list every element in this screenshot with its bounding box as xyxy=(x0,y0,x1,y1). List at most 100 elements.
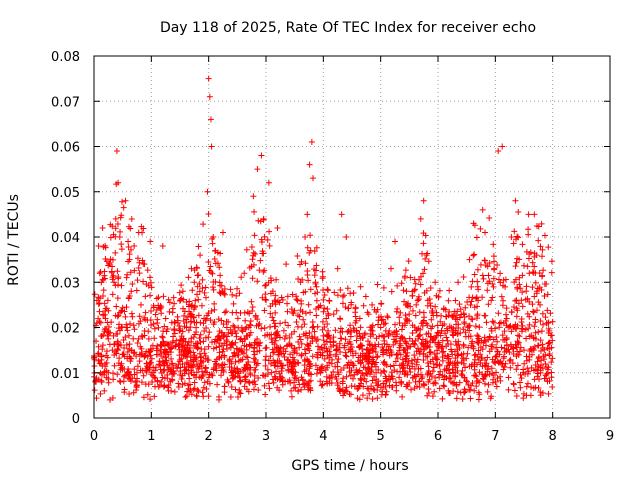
cloud-point xyxy=(147,308,154,315)
data-point xyxy=(224,333,231,340)
cloud-point xyxy=(337,316,344,323)
cloud-point xyxy=(347,322,354,329)
cloud-point xyxy=(103,352,110,359)
cloud-point xyxy=(283,343,290,350)
cloud-point xyxy=(536,376,543,383)
cloud-point xyxy=(127,320,134,327)
cloud-point xyxy=(113,303,120,310)
cloud-point xyxy=(113,350,120,357)
cloud-point xyxy=(420,357,427,364)
cloud-point xyxy=(533,290,540,297)
cloud-point xyxy=(412,312,419,319)
cloud-point xyxy=(159,374,166,381)
cloud-point xyxy=(245,358,252,365)
cloud-point xyxy=(407,274,414,281)
cloud-point xyxy=(247,317,254,324)
cloud-point xyxy=(114,313,121,320)
cloud-point xyxy=(111,362,118,369)
cloud-point xyxy=(341,390,348,397)
cloud-point xyxy=(324,286,331,293)
cloud-point xyxy=(282,319,289,326)
cloud-point xyxy=(320,296,327,303)
cloud-point xyxy=(438,328,445,335)
cloud-point xyxy=(206,267,213,274)
cloud-point xyxy=(409,292,416,299)
cloud-point xyxy=(532,316,539,323)
cloud-point xyxy=(333,376,340,383)
cloud-point xyxy=(229,339,236,346)
data-point xyxy=(428,333,435,340)
cloud-point xyxy=(229,375,236,382)
cloud-point xyxy=(247,342,254,349)
data-point xyxy=(475,297,482,304)
cloud-point xyxy=(333,351,340,358)
cloud-point xyxy=(547,310,554,317)
cloud-point xyxy=(524,263,531,270)
cloud-point xyxy=(524,370,531,377)
cloud-point xyxy=(133,387,140,394)
data-point xyxy=(96,270,103,277)
cloud-point xyxy=(357,360,364,367)
cloud-point xyxy=(457,306,464,313)
cloud-point xyxy=(208,307,215,314)
cloud-point xyxy=(140,225,147,232)
cloud-point xyxy=(219,361,226,368)
cloud-point xyxy=(524,380,531,387)
cloud-point xyxy=(432,354,439,361)
cloud-point xyxy=(383,347,390,354)
cloud-point xyxy=(200,384,207,391)
cloud-point xyxy=(343,353,350,360)
cloud-point xyxy=(102,308,109,315)
cloud-point xyxy=(322,366,329,373)
data-point xyxy=(298,374,305,381)
cloud-point xyxy=(109,263,116,270)
cloud-point xyxy=(501,328,508,335)
cloud-point xyxy=(497,279,504,286)
data-point xyxy=(466,256,473,263)
cloud-point xyxy=(512,325,519,332)
cloud-point xyxy=(279,296,286,303)
cloud-point xyxy=(450,332,457,339)
cloud-point xyxy=(237,357,244,364)
cloud-point xyxy=(227,286,234,293)
cloud-point xyxy=(392,321,399,328)
cloud-point xyxy=(498,319,505,326)
cloud-point xyxy=(270,379,277,386)
cloud-point xyxy=(320,308,327,315)
cloud-point xyxy=(261,325,268,332)
cloud-point xyxy=(407,368,414,375)
cloud-point xyxy=(318,382,325,389)
cloud-point xyxy=(282,378,289,385)
cloud-point xyxy=(524,310,531,317)
cloud-point xyxy=(394,282,401,289)
data-point xyxy=(122,197,129,204)
cloud-point xyxy=(483,360,490,367)
cloud-point xyxy=(428,308,435,315)
cloud-point xyxy=(545,244,552,251)
cloud-point xyxy=(380,284,387,291)
cloud-point xyxy=(473,234,480,241)
cloud-point xyxy=(369,327,376,334)
cloud-point xyxy=(209,284,216,291)
cloud-point xyxy=(175,361,182,368)
cloud-point xyxy=(307,247,314,254)
cloud-point xyxy=(381,358,388,365)
cloud-point xyxy=(245,388,252,395)
cloud-point xyxy=(210,286,217,293)
cloud-point xyxy=(250,386,257,393)
cloud-point xyxy=(142,365,149,372)
cloud-point xyxy=(334,359,341,366)
x-tick-label: 8 xyxy=(549,429,557,444)
cloud-point xyxy=(131,349,138,356)
y-tick-label: 0.07 xyxy=(51,95,80,110)
cloud-point xyxy=(472,372,479,379)
cloud-point xyxy=(262,296,269,303)
cloud-point xyxy=(114,371,121,378)
cloud-point xyxy=(449,380,456,387)
data-point xyxy=(338,211,345,218)
cloud-point xyxy=(342,336,349,343)
cloud-point xyxy=(515,332,522,339)
cloud-point xyxy=(147,396,154,403)
cloud-point xyxy=(238,327,245,334)
cloud-point xyxy=(291,374,298,381)
